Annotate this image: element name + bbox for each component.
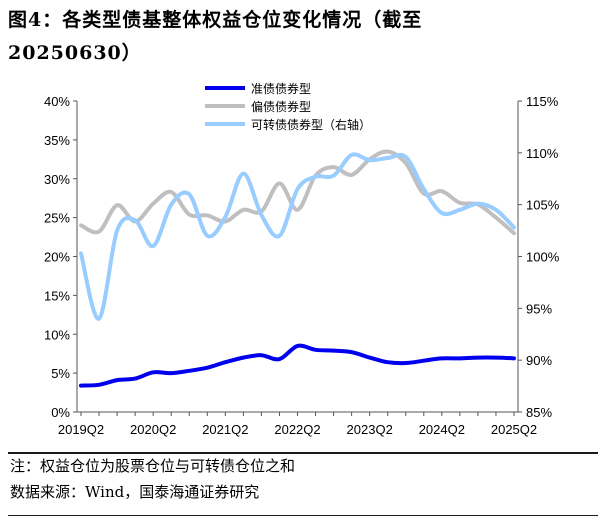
series-line-1 (79, 343, 516, 388)
footer-divider (8, 452, 598, 454)
right-axis-tick-label: 90% (526, 353, 552, 368)
source-note: 数据来源：Wind，国泰海通证券研究 (10, 483, 260, 501)
left-axis-tick-label: 35% (44, 133, 70, 148)
chart-title: 图4：各类型债基整体权益仓位变化情况（截至 20250630） (8, 4, 598, 70)
x-axis-tick-label: 2025Q2 (491, 422, 537, 437)
legend-label-2: 偏债债券型 (251, 99, 311, 114)
right-axis-tick-label: 110% (526, 146, 559, 161)
footnote: 注：权益仓位为股票仓位与可转债仓位之和 (10, 457, 296, 475)
left-axis-tick-label: 20% (44, 250, 70, 265)
left-axis-tick-label: 10% (44, 327, 70, 342)
series-line-3 (79, 152, 516, 321)
legend-label-1: 准债债券型 (251, 81, 311, 96)
x-axis-tick-label: 2019Q2 (58, 422, 104, 437)
right-axis-tick-label: 115% (526, 94, 559, 109)
x-axis-tick-label: 2023Q2 (347, 422, 393, 437)
left-axis-tick-label: 5% (51, 366, 70, 381)
left-axis-tick-label: 25% (44, 211, 70, 226)
x-axis-tick-label: 2024Q2 (419, 422, 465, 437)
left-axis-tick-label: 15% (44, 288, 70, 303)
x-axis-tick-label: 2020Q2 (130, 422, 176, 437)
left-axis-tick-label: 0% (51, 405, 70, 420)
right-axis-tick-label: 100% (526, 250, 560, 265)
x-axis-tick-label: 2021Q2 (202, 422, 248, 437)
right-axis-tick-label: 105% (526, 198, 560, 213)
legend-label-3: 可转债债券型（右轴） (251, 117, 371, 132)
series-line-2 (79, 149, 516, 236)
line-chart: 0% 5% 10% 15% 20% 25% 30% 35% 40% 85% 90% 95% 100% 10… (44, 81, 560, 437)
chart-title-line2: 20250630） (8, 42, 142, 64)
x-axis-tick-label: 2022Q2 (274, 422, 320, 437)
left-axis-tick-label: 40% (44, 94, 70, 109)
right-axis-tick-label: 95% (526, 301, 552, 316)
chart-title-line1: 图4：各类型债基整体权益仓位变化情况（截至 (8, 9, 423, 31)
left-axis-tick-label: 30% (44, 172, 70, 187)
right-axis-tick-label: 85% (526, 405, 552, 420)
bottom-divider (8, 515, 598, 516)
